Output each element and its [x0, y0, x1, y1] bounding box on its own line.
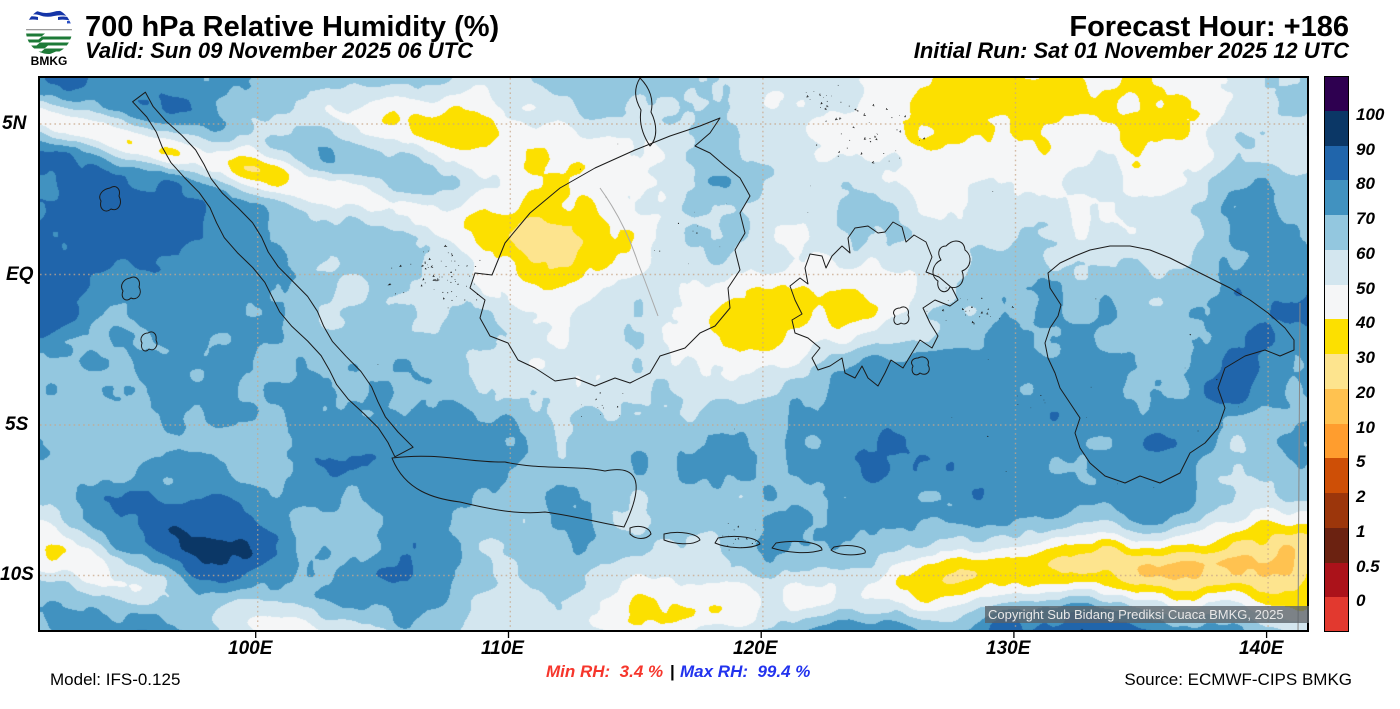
svg-text:BMKG: BMKG — [31, 54, 68, 68]
